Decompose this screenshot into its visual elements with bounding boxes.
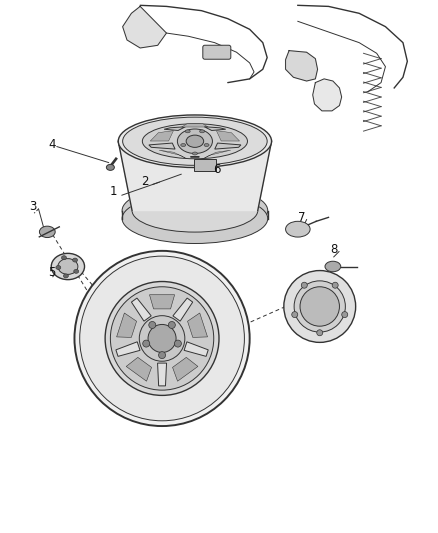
Ellipse shape xyxy=(51,253,85,280)
Polygon shape xyxy=(159,150,187,159)
Polygon shape xyxy=(158,363,166,386)
Text: 1: 1 xyxy=(110,185,118,198)
Ellipse shape xyxy=(122,193,268,244)
Polygon shape xyxy=(203,150,231,159)
Ellipse shape xyxy=(118,115,272,167)
Ellipse shape xyxy=(174,340,181,347)
Polygon shape xyxy=(216,131,240,141)
Polygon shape xyxy=(173,298,193,321)
Text: 8: 8 xyxy=(330,243,337,256)
Ellipse shape xyxy=(200,130,205,133)
Ellipse shape xyxy=(122,185,268,236)
Ellipse shape xyxy=(168,321,175,328)
FancyBboxPatch shape xyxy=(203,45,231,59)
Polygon shape xyxy=(149,295,175,309)
Polygon shape xyxy=(123,6,166,48)
Text: 7: 7 xyxy=(297,211,305,224)
Ellipse shape xyxy=(142,124,247,159)
Ellipse shape xyxy=(123,117,267,165)
Ellipse shape xyxy=(64,274,68,278)
Ellipse shape xyxy=(74,269,79,273)
Polygon shape xyxy=(126,357,152,381)
Ellipse shape xyxy=(325,261,341,272)
Ellipse shape xyxy=(149,321,156,328)
Polygon shape xyxy=(187,313,208,337)
Ellipse shape xyxy=(61,256,67,260)
Ellipse shape xyxy=(332,282,338,288)
Ellipse shape xyxy=(292,312,298,318)
Ellipse shape xyxy=(110,287,214,390)
Text: 3: 3 xyxy=(29,200,36,213)
Polygon shape xyxy=(116,342,140,357)
Ellipse shape xyxy=(186,135,204,148)
Polygon shape xyxy=(313,79,342,111)
Ellipse shape xyxy=(56,265,61,270)
Ellipse shape xyxy=(39,226,55,238)
Ellipse shape xyxy=(294,281,345,332)
Ellipse shape xyxy=(301,282,307,288)
Polygon shape xyxy=(184,342,208,357)
Ellipse shape xyxy=(284,271,356,342)
Polygon shape xyxy=(286,51,318,81)
Ellipse shape xyxy=(132,189,258,232)
Ellipse shape xyxy=(73,258,78,262)
Ellipse shape xyxy=(286,221,310,237)
Polygon shape xyxy=(150,131,173,141)
Ellipse shape xyxy=(342,312,348,318)
Ellipse shape xyxy=(106,164,114,171)
Ellipse shape xyxy=(80,256,244,421)
Polygon shape xyxy=(118,141,272,211)
Ellipse shape xyxy=(143,340,150,347)
Ellipse shape xyxy=(300,287,339,326)
Polygon shape xyxy=(117,313,137,337)
Ellipse shape xyxy=(74,251,250,426)
Polygon shape xyxy=(182,124,208,127)
Polygon shape xyxy=(205,127,226,131)
Text: 5: 5 xyxy=(48,266,55,279)
Ellipse shape xyxy=(148,325,176,352)
Text: 4: 4 xyxy=(48,139,56,151)
Ellipse shape xyxy=(159,352,166,359)
Ellipse shape xyxy=(139,316,185,361)
Ellipse shape xyxy=(192,152,198,155)
Polygon shape xyxy=(215,143,241,149)
Ellipse shape xyxy=(185,130,190,133)
Ellipse shape xyxy=(317,330,323,336)
Ellipse shape xyxy=(204,143,209,147)
Ellipse shape xyxy=(181,143,186,147)
FancyBboxPatch shape xyxy=(194,159,216,171)
Polygon shape xyxy=(149,143,175,149)
Polygon shape xyxy=(131,298,151,321)
Text: 2: 2 xyxy=(141,175,148,188)
Ellipse shape xyxy=(177,129,212,154)
Ellipse shape xyxy=(58,259,78,274)
Polygon shape xyxy=(173,357,198,381)
Ellipse shape xyxy=(105,281,219,395)
Polygon shape xyxy=(164,127,185,131)
Text: 6: 6 xyxy=(213,163,221,176)
